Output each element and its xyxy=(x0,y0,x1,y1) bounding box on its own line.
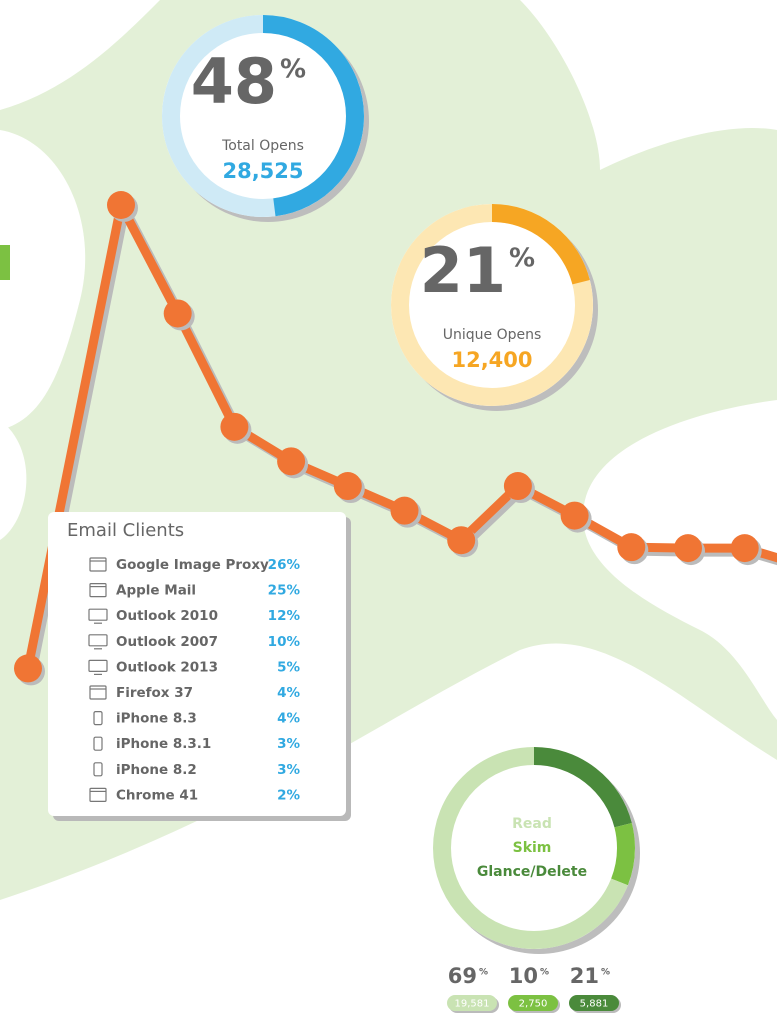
client-share: 4% xyxy=(277,711,300,727)
segment-unit: % xyxy=(601,968,610,978)
trend-point xyxy=(334,472,362,500)
metric-count: 28,525 xyxy=(222,159,303,183)
percent-value: 48 xyxy=(191,45,277,118)
percent-unit: % xyxy=(280,55,306,85)
segment-unit: % xyxy=(540,968,549,978)
client-share: 25% xyxy=(268,583,301,599)
segment-percent: 10 xyxy=(509,964,538,988)
segment-name: Read xyxy=(512,816,552,832)
client-name: Firefox 37 xyxy=(116,685,193,701)
client-name: iPhone 8.3.1 xyxy=(116,736,211,752)
trend-point xyxy=(277,447,305,475)
trend-point xyxy=(391,497,419,525)
card-title: Email Clients xyxy=(67,520,184,541)
trend-point xyxy=(107,191,135,219)
metric-label: Unique Opens xyxy=(443,327,542,343)
trend-point xyxy=(561,502,589,530)
trend-point xyxy=(164,299,192,327)
segment-percent: 21 xyxy=(570,964,599,988)
engagement-donut: Read 69% 19,581 Skim 10% 2,750 Glance/Delete 21… xyxy=(433,747,640,1013)
segment-unit: % xyxy=(479,968,488,978)
segment-count: 19,581 xyxy=(455,999,490,1010)
client-share: 4% xyxy=(277,685,300,701)
page: { "total_opens": {"percent": 48, "unit":… xyxy=(0,0,777,1014)
percent-value: 21 xyxy=(420,234,506,307)
percent-unit: % xyxy=(509,244,535,274)
client-share: 12% xyxy=(268,608,301,624)
side-tab xyxy=(0,245,10,280)
metric-count: 12,400 xyxy=(451,348,532,372)
segment-name: Glance/Delete xyxy=(477,864,587,880)
client-name: Outlook 2007 xyxy=(116,634,218,650)
segment-name: Skim xyxy=(513,840,552,856)
trend-point xyxy=(220,413,248,441)
segment-count: 2,750 xyxy=(519,999,548,1010)
client-name: Chrome 41 xyxy=(116,787,198,803)
trend-point xyxy=(14,654,42,682)
trend-point xyxy=(617,533,645,561)
trend-point xyxy=(731,534,759,562)
client-name: Outlook 2010 xyxy=(116,608,218,624)
client-share: 3% xyxy=(277,736,300,752)
infographic: 48% Total Opens 28,525 21% Unique Opens 12,4… xyxy=(0,0,777,1014)
client-share: 2% xyxy=(277,787,300,803)
trend-point xyxy=(447,526,475,554)
client-name: Google Image Proxy xyxy=(116,557,269,573)
trend-point xyxy=(504,472,532,500)
metric-label: Total Opens xyxy=(221,138,304,154)
client-name: iPhone 8.2 xyxy=(116,762,197,778)
client-share: 5% xyxy=(277,659,300,675)
segment-percent: 69 xyxy=(448,964,477,988)
client-name: iPhone 8.3 xyxy=(116,711,197,727)
client-share: 26% xyxy=(268,557,301,573)
client-share: 10% xyxy=(268,634,301,650)
client-name: Outlook 2013 xyxy=(116,659,218,675)
client-name: Apple Mail xyxy=(116,583,196,599)
client-share: 3% xyxy=(277,762,300,778)
segment-count: 5,881 xyxy=(580,999,609,1010)
trend-point xyxy=(674,534,702,562)
